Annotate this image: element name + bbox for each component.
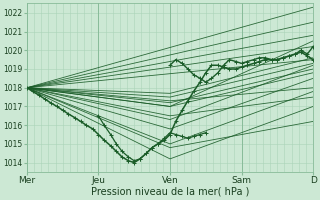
X-axis label: Pression niveau de la mer( hPa ): Pression niveau de la mer( hPa ) xyxy=(91,187,249,197)
